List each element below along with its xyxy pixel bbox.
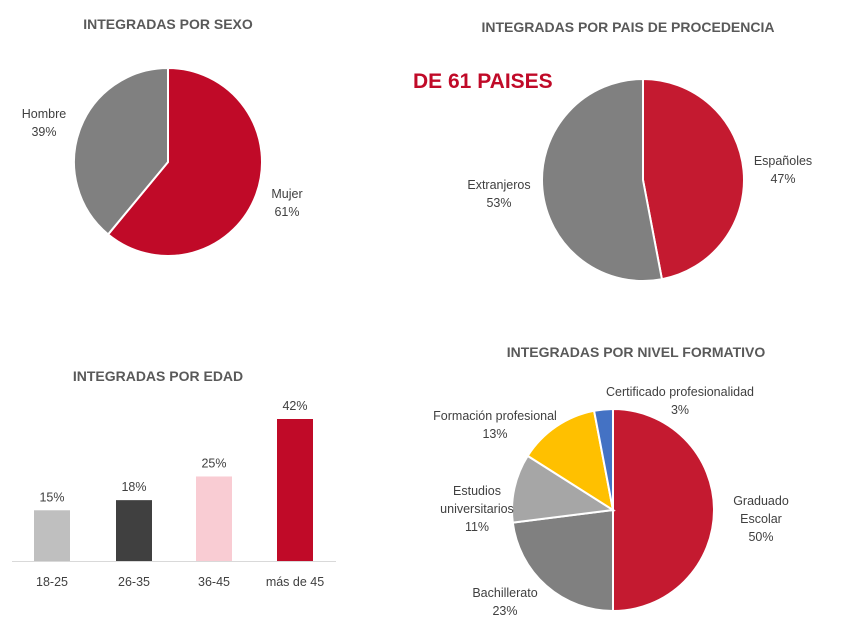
pie-slice-certificado-profesionalidad xyxy=(592,407,614,511)
pie-slice-formación-profesional xyxy=(526,409,615,513)
bar-26-35 xyxy=(116,500,152,561)
bar-18-25 xyxy=(34,510,70,561)
chart-title-pais: INTEGRADAS POR PAIS DE PROCEDENCIA xyxy=(482,19,775,35)
x-tick-label: 36-45 xyxy=(198,575,230,589)
pie-slice-mujer xyxy=(106,66,263,257)
x-tick-label: más de 45 xyxy=(266,575,324,589)
pie-slice-españoles xyxy=(642,77,745,281)
pie-label: Bachillerato 23% xyxy=(472,586,537,618)
pie-slice-bachillerato xyxy=(511,508,614,613)
chart-title-nivel: INTEGRADAS POR NIVEL FORMATIVO xyxy=(507,344,766,360)
bar-value-label: 42% xyxy=(282,399,307,413)
pie-label: Estudios universitarios 11% xyxy=(440,484,514,534)
bar-36-45 xyxy=(196,476,232,561)
x-tick-label: 18-25 xyxy=(36,575,68,589)
bar-más-de-45 xyxy=(277,419,313,561)
pie-label: Hombre 39% xyxy=(22,107,67,139)
pie-slice-estudios-universitarios xyxy=(511,454,616,524)
pie-slice-hombre xyxy=(73,66,169,236)
pie-label: Españoles 47% xyxy=(754,154,812,186)
pie-slice-extranjeros xyxy=(541,77,664,282)
pie-label: Mujer 61% xyxy=(271,187,302,219)
chart-title-edad: INTEGRADAS POR EDAD xyxy=(73,368,243,384)
paises-annotation: DE 61 PAISES xyxy=(413,70,553,93)
pie-label: Graduado Escolar 50% xyxy=(733,494,789,544)
pie-slice-graduado-escolar xyxy=(612,407,715,613)
pie-label: Formación profesional 13% xyxy=(433,409,557,441)
bar-value-label: 25% xyxy=(201,456,226,470)
chart-title-sexo: INTEGRADAS POR SEXO xyxy=(83,16,253,32)
x-tick-label: 26-35 xyxy=(118,575,150,589)
bar-value-label: 15% xyxy=(39,490,64,504)
bar-value-label: 18% xyxy=(121,480,146,494)
pie-label: Certificado profesionalidad 3% xyxy=(606,385,754,417)
pie-label: Extranjeros 53% xyxy=(467,178,530,210)
